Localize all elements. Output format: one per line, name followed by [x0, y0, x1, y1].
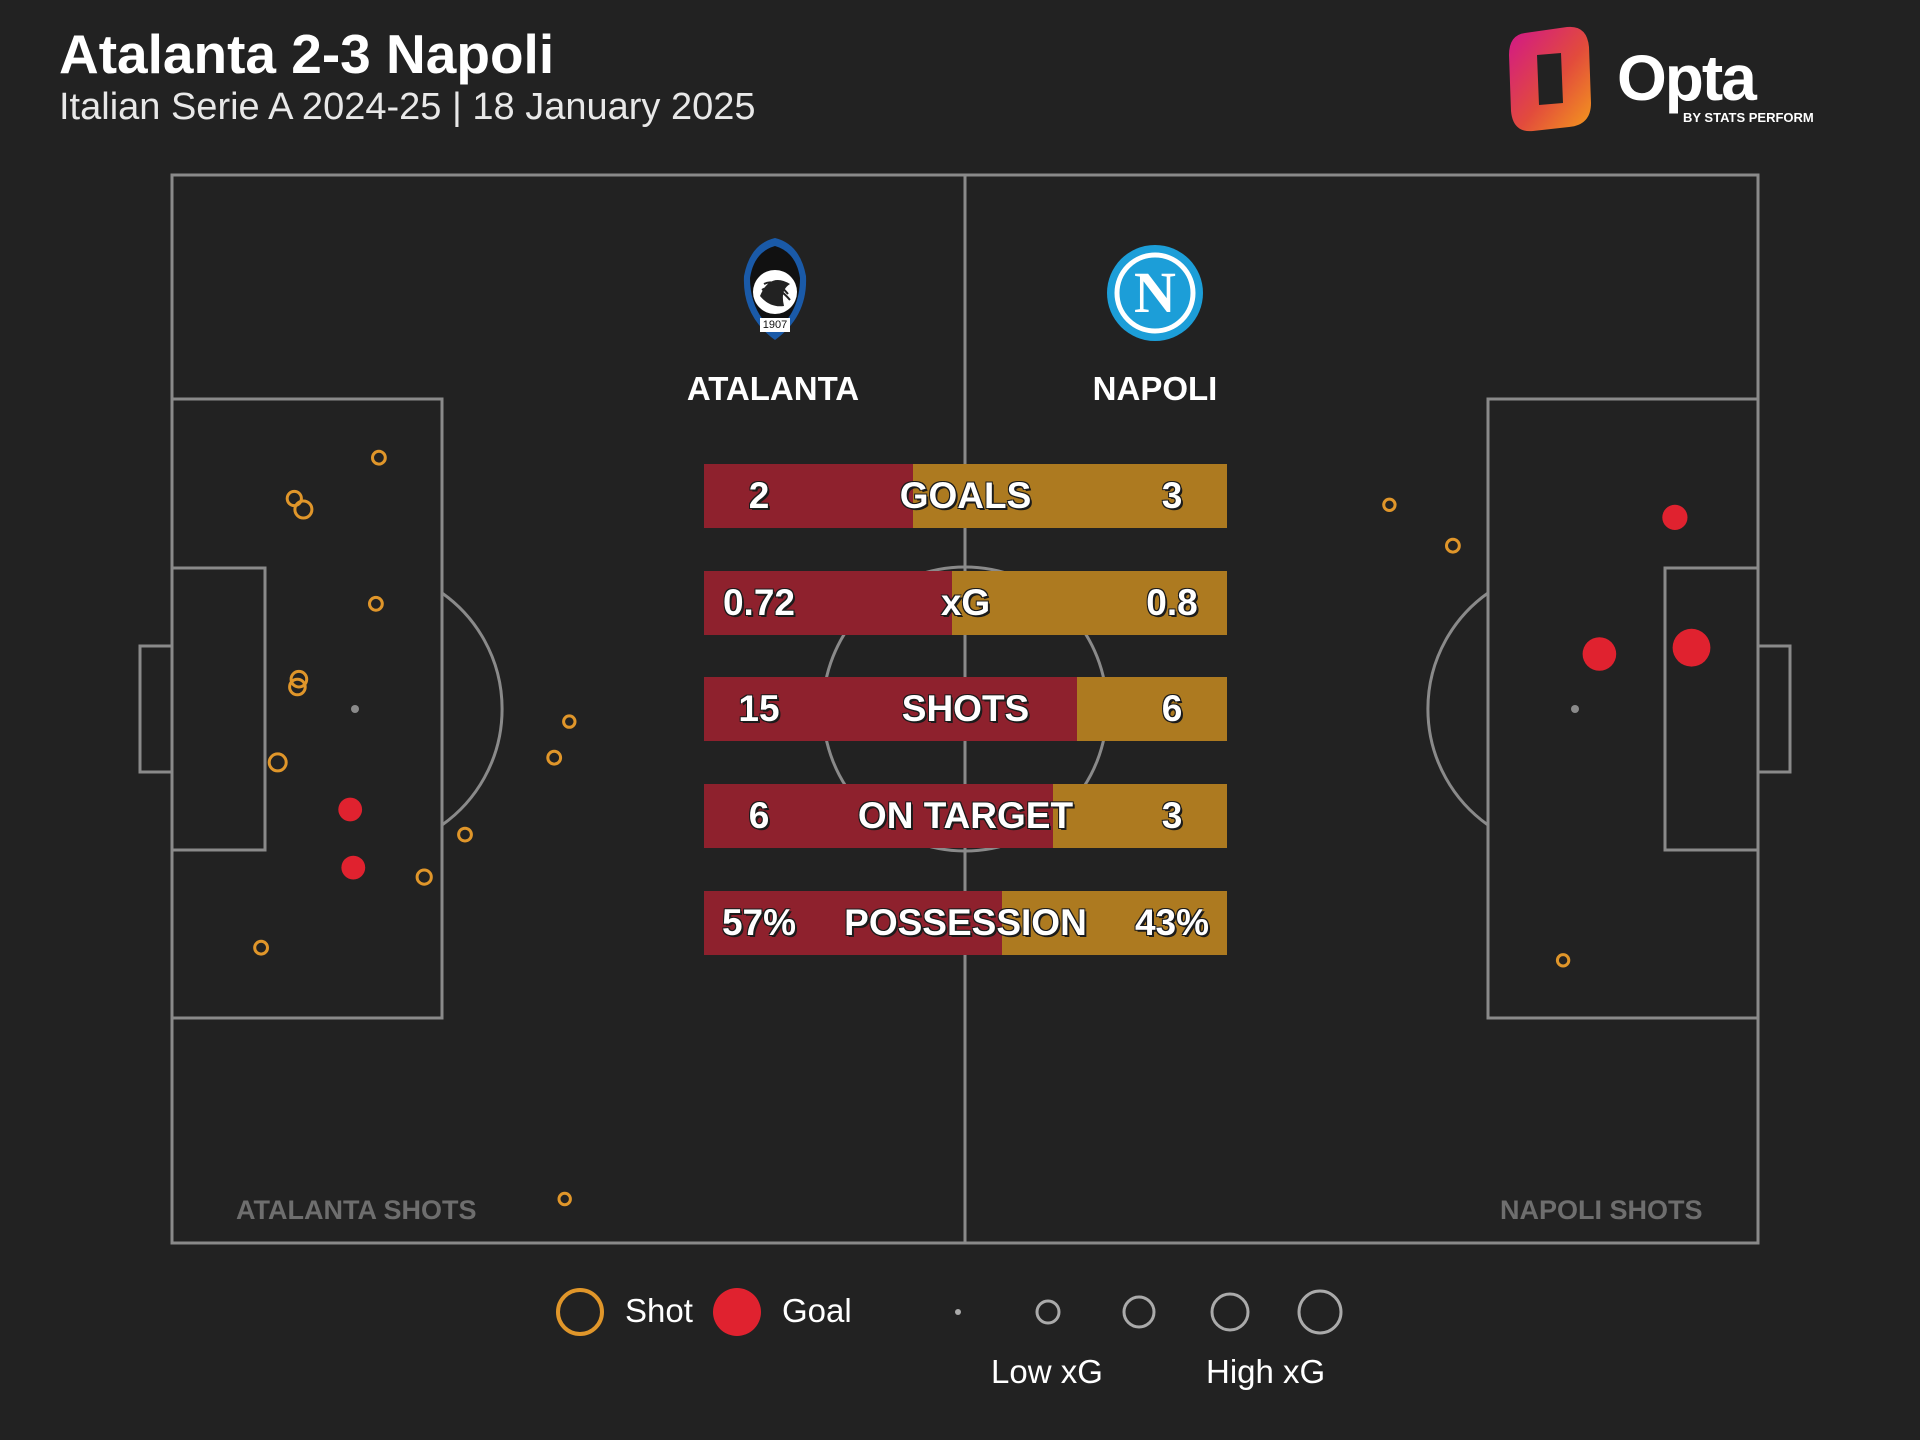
legend-xg-size-4: [1210, 1292, 1250, 1332]
legend-goal-icon: [713, 1288, 761, 1336]
opta-wordmark: Opta: [1617, 42, 1757, 114]
home-stat-bar: [704, 571, 952, 635]
napoli-crest-letter: N: [1134, 260, 1176, 325]
away-goal: [1756, 644, 1792, 774]
away-shots-label: NAPOLI SHOTS: [1500, 1195, 1703, 1225]
home-stat-value: 15: [738, 688, 780, 729]
home-stat-bar: [704, 891, 1002, 955]
home-stat-value: 57%: [721, 902, 797, 943]
home-penalty-spot: [351, 705, 359, 713]
legend: [556, 1288, 1343, 1336]
shot-marker: [371, 449, 387, 466]
atalanta-shots: [253, 449, 577, 1207]
shot-marker: [557, 1191, 572, 1207]
goal-marker: [1582, 637, 1617, 671]
home-shots-label: ATALANTA SHOTS: [236, 1195, 477, 1225]
stat-label: SHOTS: [901, 688, 1030, 729]
home-stat-bar: [704, 784, 1053, 848]
stat-label: xG: [940, 582, 991, 623]
home-stat-bar: [704, 464, 913, 528]
shot-marker: [253, 939, 270, 956]
shot-marker: [368, 595, 384, 612]
goal-marker: [1672, 628, 1711, 667]
legend-goal-label: Goal: [782, 1292, 852, 1329]
stat-row: 0.72 xG 0.8: [704, 571, 1227, 635]
opta-logo-icon: [1509, 26, 1591, 132]
away-penalty-arc: [1426, 591, 1489, 827]
home-stat-value: 6: [748, 795, 770, 836]
shot-marker: [1382, 497, 1397, 512]
legend-xg-size-5: [1297, 1289, 1343, 1335]
stat-row: 57% POSSESSION 43%: [704, 891, 1227, 955]
shot-marker: [288, 677, 307, 697]
home-penalty-area: [170, 397, 444, 1020]
shot-marker: [1555, 953, 1571, 968]
legend-shot-icon: [556, 1288, 604, 1336]
away-stat-bar: [913, 464, 1227, 528]
shot-marker: [293, 499, 314, 520]
goal-marker: [1662, 504, 1688, 530]
legend-xg-size-2: [1035, 1299, 1061, 1325]
stat-row: 6 ON TARGET 3: [704, 784, 1227, 848]
atalanta-crest-year: 1907: [762, 319, 788, 331]
shot-marker: [546, 749, 563, 766]
goal-marker: [341, 855, 366, 880]
legend-xg-size-1: [955, 1309, 961, 1315]
home-goal: [138, 644, 174, 774]
away-stat-value: 43%: [1134, 902, 1210, 943]
away-six-yard-box: [1663, 566, 1760, 852]
goal-marker: [338, 797, 363, 822]
home-stat-bar: [704, 677, 1077, 741]
home-penalty-arc: [441, 591, 504, 827]
home-stat-value: 0.72: [722, 582, 795, 623]
stat-row: 15 SHOTS 6: [704, 677, 1227, 741]
home-team-name: ATALANTA: [686, 370, 860, 407]
stat-label: ON TARGET: [857, 795, 1074, 836]
shot-marker: [1445, 537, 1461, 554]
away-penalty-spot: [1571, 705, 1579, 713]
match-subtitle: Italian Serie A 2024-25 | 18 January 202…: [59, 86, 756, 128]
stat-label: GOALS: [899, 475, 1032, 516]
away-stat-bar: [1077, 677, 1227, 741]
away-stat-value: 6: [1161, 688, 1183, 729]
home-stat-value: 2: [748, 475, 770, 516]
legend-high-xg-label: High xG: [1206, 1353, 1326, 1390]
legend-xg-size-3: [1122, 1295, 1156, 1329]
legend-low-xg-label: Low xG: [991, 1353, 1103, 1390]
away-stat-value: 3: [1161, 475, 1183, 516]
legend-shot-label: Shot: [625, 1292, 693, 1329]
away-stat-bar: [952, 571, 1227, 635]
away-team-name: NAPOLI: [1092, 370, 1218, 407]
shot-marker: [457, 826, 473, 843]
away-stat-value: 3: [1161, 795, 1183, 836]
opta-subtext: BY STATS PERFORM: [1683, 110, 1814, 125]
shot-marker: [415, 868, 433, 886]
opta-logo: Opta BY STATS PERFORM: [1505, 25, 1835, 135]
away-stat-bar: [1053, 784, 1227, 848]
stat-row: 2 GOALS 3: [704, 464, 1227, 528]
away-stat-bar: [1002, 891, 1227, 955]
stat-label: POSSESSION: [844, 902, 1087, 943]
shot-marker: [267, 752, 288, 773]
napoli-shots: [1382, 497, 1711, 968]
away-penalty-area: [1486, 397, 1760, 1020]
atalanta-crest-icon: 1907: [740, 236, 810, 347]
away-stat-value: 0.8: [1146, 582, 1198, 623]
home-six-yard-box: [170, 566, 267, 852]
match-title: Atalanta 2-3 Napoli: [59, 23, 555, 85]
napoli-crest-icon: N: [1106, 244, 1204, 347]
shot-marker: [562, 714, 577, 729]
shot-marker: [289, 669, 309, 689]
